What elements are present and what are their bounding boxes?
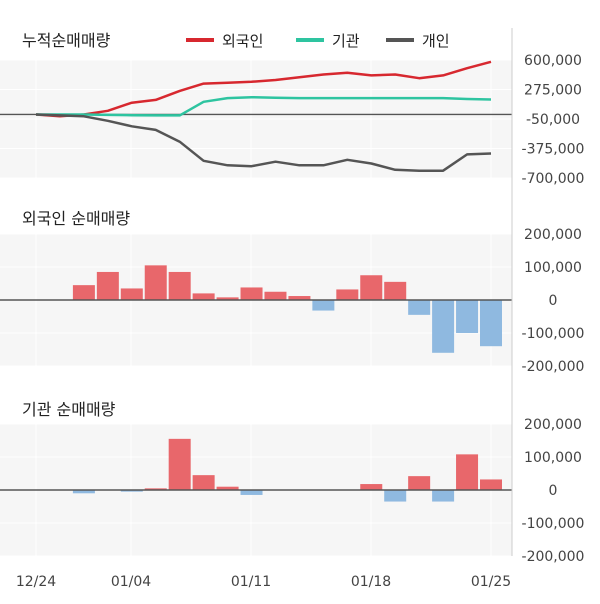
series-line-individual: [35, 113, 492, 172]
y-tick-label: -100,000: [522, 516, 585, 532]
bar: [408, 300, 431, 315]
x-tick-label: 01/18: [351, 574, 391, 590]
bar: [168, 271, 191, 300]
legend-label-institution: 기관: [332, 32, 360, 50]
bar: [216, 297, 239, 300]
y-tick-label: 0: [549, 483, 558, 499]
series-line-foreign: [35, 60, 492, 118]
cumulative-panel: 누적순매매량 외국인 기관 개인 600,000 275,000 -50,000 -3…: [0, 31, 584, 187]
y-tick-label: 100,000: [524, 450, 582, 466]
y-tick-label: -200,000: [522, 549, 585, 565]
y-tick-label: 600,000: [524, 53, 582, 69]
bar: [360, 484, 383, 490]
bar: [216, 486, 239, 490]
bar: [336, 289, 359, 300]
x-axis-ticks: 12/24 01/04 01/11 01/18 01/25: [16, 574, 511, 590]
bar: [384, 281, 407, 300]
y-tick-label: 275,000: [524, 83, 582, 99]
bar: [144, 265, 167, 300]
institution-bars: [0, 438, 512, 502]
y-tick-label: -700,000: [522, 171, 585, 187]
bar: [240, 287, 263, 300]
y-tick-label: -50,000: [526, 112, 580, 128]
institution-panel: 기관 순매매량 200,000 100,000 0 -100,000 -200,000: [0, 400, 584, 565]
bar: [312, 300, 335, 311]
legend: 외국인 기관 개인: [186, 32, 450, 50]
bar: [144, 488, 167, 490]
bar: [120, 490, 143, 492]
bar: [384, 490, 407, 502]
bar: [96, 271, 119, 300]
x-tick-label: 12/24: [16, 574, 56, 590]
cumulative-y-ticks: 600,000 275,000 -50,000 -375,000 -700,000: [522, 53, 585, 187]
bar: [72, 285, 95, 300]
bar: [120, 288, 143, 300]
y-tick-label: -200,000: [522, 359, 585, 375]
bar: [72, 490, 95, 494]
bar: [168, 438, 191, 490]
y-tick-label: -375,000: [522, 142, 585, 158]
y-tick-label: -100,000: [522, 326, 585, 342]
foreign-panel: 외국인 순매매량 200,000 100,000 0 -100,000 -200,000: [0, 209, 584, 375]
legend-label-foreign: 외국인: [222, 32, 263, 50]
y-tick-label: 200,000: [524, 227, 582, 243]
bar: [480, 300, 502, 347]
y-tick-label: 100,000: [524, 260, 582, 276]
foreign-title: 외국인 순매매량: [22, 209, 130, 228]
foreign-y-ticks: 200,000 100,000 0 -100,000 -200,000: [522, 227, 585, 375]
foreign-bars: [0, 265, 512, 353]
y-tick-label: 0: [549, 293, 558, 309]
bar: [432, 490, 455, 502]
cumulative-title: 누적순매매량: [22, 31, 111, 50]
bar: [480, 479, 502, 490]
cumulative-lines: [35, 60, 492, 172]
bar: [192, 475, 215, 490]
bar: [456, 300, 479, 333]
bar: [264, 291, 287, 300]
bar: [360, 275, 383, 300]
legend-label-individual: 개인: [422, 32, 450, 50]
x-tick-label: 01/25: [471, 574, 511, 590]
institution-y-ticks: 200,000 100,000 0 -100,000 -200,000: [522, 417, 585, 565]
bar: [432, 300, 455, 353]
x-tick-label: 01/11: [231, 574, 271, 590]
bar: [192, 293, 215, 300]
bar: [288, 296, 311, 300]
bar: [240, 490, 263, 495]
y-tick-label: 200,000: [524, 417, 582, 433]
institution-title: 기관 순매매량: [22, 400, 116, 419]
series-line-institution: [36, 95, 492, 117]
bar: [408, 476, 431, 490]
x-tick-label: 01/04: [111, 574, 151, 590]
bar: [456, 454, 479, 490]
